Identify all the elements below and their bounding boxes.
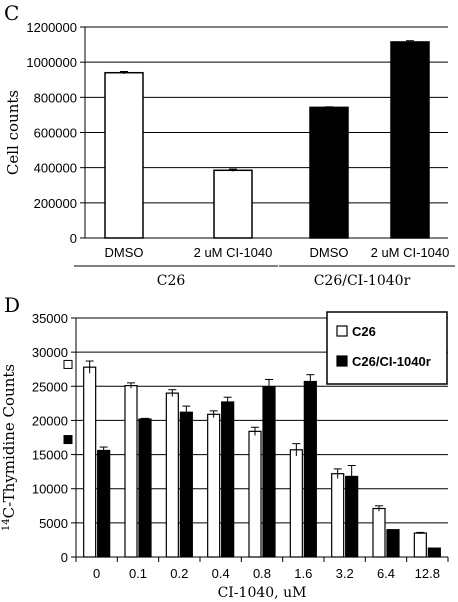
panel-d-bar-c26 [289, 449, 303, 558]
panel-d-y-tick-label: 20000 [32, 413, 68, 428]
panel-c-y-tick-label: 400000 [34, 161, 77, 176]
panel-c-bar [104, 71, 144, 239]
panel-d-bar-c26 [124, 385, 138, 558]
panel-d-letter: D [4, 293, 20, 317]
panel-c-y-tick-label: 800000 [34, 90, 77, 105]
panel-d-bar-c26 [207, 413, 221, 558]
panel-d-x-axis-title: CI-1040, uM [218, 585, 307, 601]
panel-c-bar [213, 169, 253, 239]
panel-d-bar-c26 [165, 392, 179, 558]
panel-d-x-tick-label: 0.2 [170, 566, 188, 581]
panel-d-y-tick-label: 25000 [32, 379, 68, 394]
panel-c-y-tick-label: 0 [70, 231, 77, 246]
panel-c-y-tick-label: 600000 [34, 126, 77, 141]
panel-c-bar [390, 41, 430, 239]
panel-d-bar-c26 [331, 473, 345, 558]
panel-d-y-tick-label: 35000 [32, 311, 68, 326]
panel-c-y-axis-title: Cell counts [4, 90, 22, 175]
panel-d-y-tick-label: 5000 [39, 516, 68, 531]
panel-d-y-axis-title-superscript: 14 [1, 518, 12, 531]
panel-c-group-label: C26/CI-1040r [314, 273, 411, 289]
panel-d-bar-c26-ci1040r [262, 386, 276, 558]
panel-d-y-axis-title-text: C-Thymidine Counts [0, 364, 18, 518]
panel-d-bar-c26 [372, 507, 386, 558]
panel-d-bar-c26-ci1040r [221, 401, 235, 558]
panel-d-bar-c26-ci1040r [345, 475, 359, 558]
panel-d-x-tick-label: 1.6 [294, 566, 312, 581]
panel-c-category-label: 2 uM CI-1040 [194, 245, 273, 260]
panel-c-y-tick-label: 1200000 [26, 20, 77, 35]
panel-d-bar-c26-ci1040r [179, 411, 193, 558]
panel-d-bar-c26 [413, 532, 427, 558]
panel-d-x-tick-label: 12.8 [415, 566, 440, 581]
panel-d-bar-c26-ci1040r [303, 380, 317, 558]
panel-d-y-axis-title: 14C-Thymidine Counts [0, 364, 18, 531]
panel-d-y-tick-label: 15000 [32, 448, 68, 463]
panel-d-bar-c26-ci1040r [386, 529, 400, 558]
panel-d-bar-c26-ci1040r [97, 449, 111, 558]
panel-c-letter: C [4, 1, 19, 25]
panel-c-category-label: DMSO [310, 245, 349, 260]
panel-d-y-tick-label: 30000 [32, 345, 68, 360]
panel-c-bar [309, 106, 349, 239]
panel-d-legend-swatch [336, 355, 348, 367]
panel-d-x-tick-label: 3.2 [336, 566, 354, 581]
panel-d-x-tick-label: 0.8 [253, 566, 271, 581]
panel-d-side-marker [63, 435, 73, 445]
panel-c-category-label: 2 uM CI-1040 [371, 245, 450, 260]
panel-c-category-label: DMSO [105, 245, 144, 260]
panel-d-x-tick-label: 0.1 [129, 566, 147, 581]
panel-c-y-tick-label: 1000000 [26, 55, 77, 70]
panel-d-legend-label: C26/CI-1040r [352, 354, 431, 369]
panel-d-x-tick-label: 0 [93, 566, 100, 581]
panel-d-y-tick-label: 0 [61, 550, 68, 565]
panel-d-legend-box [326, 311, 448, 385]
panel-d-bar-c26 [83, 366, 97, 558]
panel-d-legend-swatch [336, 325, 348, 337]
panel-d-side-marker [63, 359, 73, 369]
panel-d-bar-c26 [248, 430, 262, 558]
panel-d-x-tick-label: 0.4 [212, 566, 230, 581]
panel-d-bar-c26-ci1040r [138, 418, 152, 558]
panel-d-x-tick-label: 6.4 [377, 566, 395, 581]
panel-d-bar-c26-ci1040r [427, 547, 441, 558]
panel-d-y-tick-label: 10000 [32, 482, 68, 497]
panel-c-y-tick-label: 200000 [34, 196, 77, 211]
panel-c-group-label: C26 [157, 273, 186, 289]
panel-d-legend-label: C26 [352, 324, 376, 339]
